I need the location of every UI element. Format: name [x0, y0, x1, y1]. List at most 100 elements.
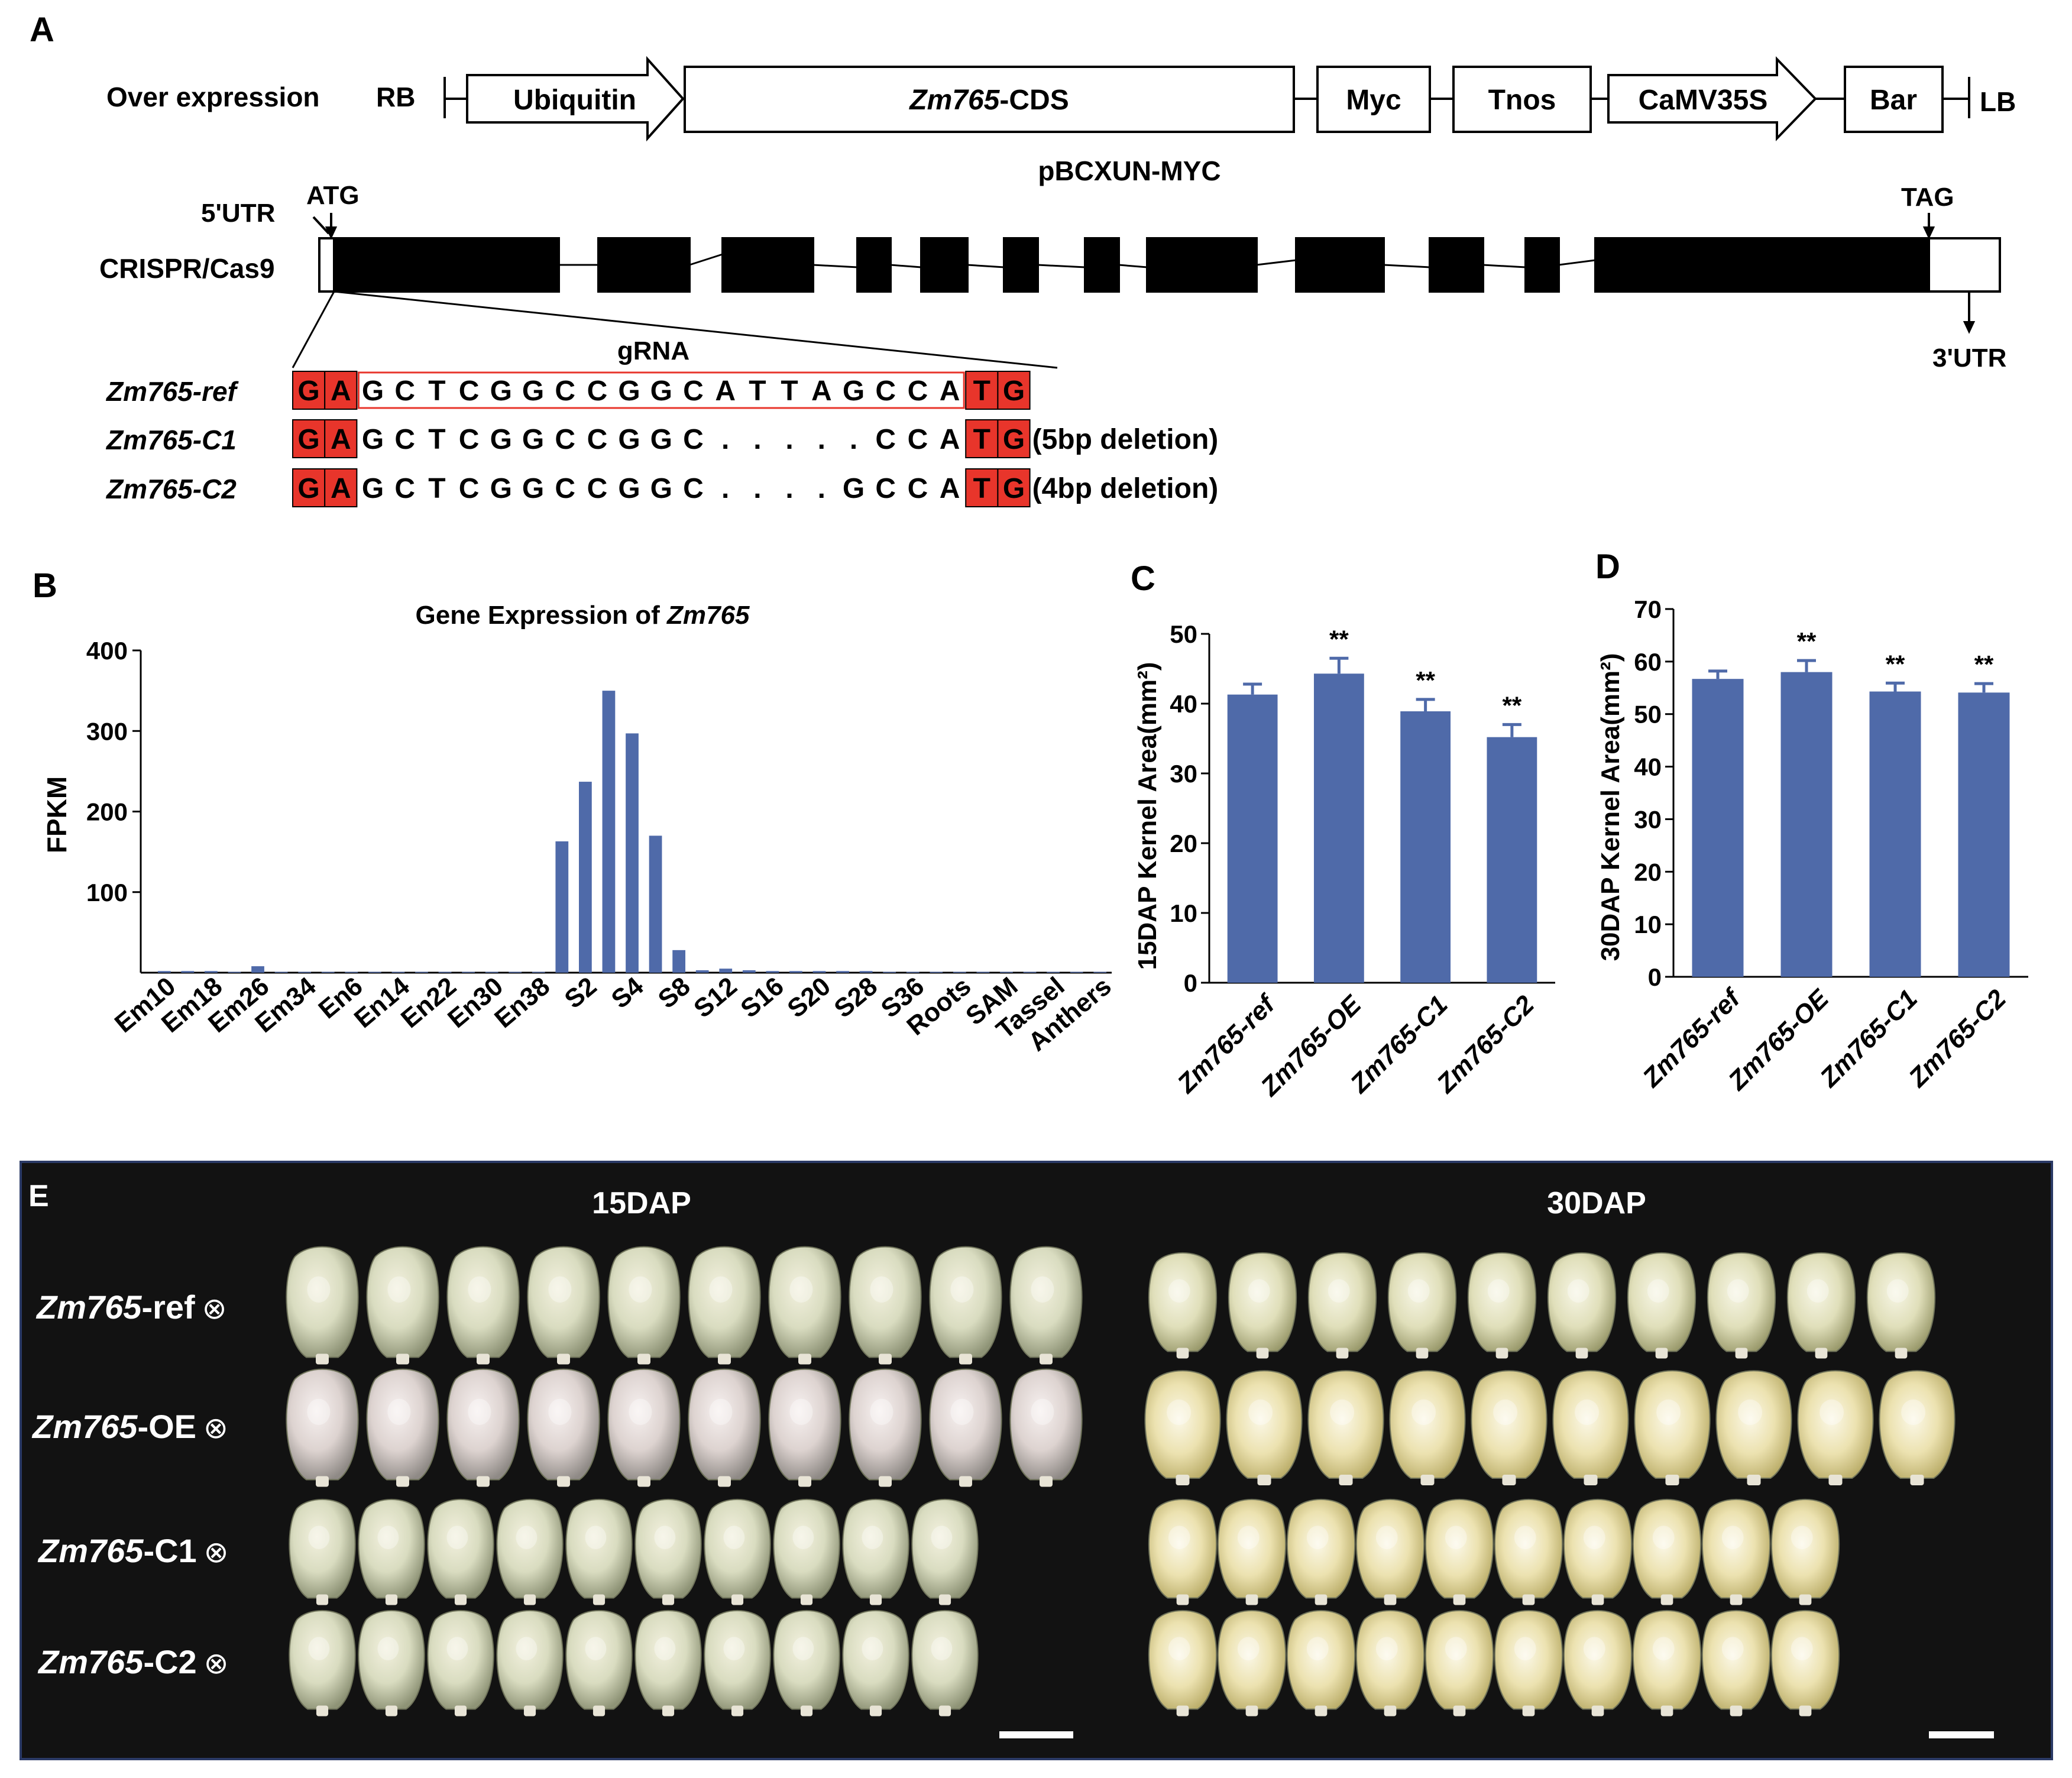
seq-base: A	[940, 473, 960, 504]
kernel-15dap	[446, 1246, 520, 1365]
kernel-15dap	[289, 1498, 356, 1605]
chart-d-bar-1	[1692, 679, 1744, 977]
chart-b: 100200300400Em10Em18Em26Em34En6En14En22E…	[86, 637, 1117, 1057]
seq-base: G	[297, 424, 319, 455]
utr3-box	[1928, 237, 2001, 293]
seq-base: G	[843, 473, 865, 504]
chart-d-ytick-label: 10	[1634, 911, 1662, 938]
bar-box	[1844, 66, 1944, 133]
seq-base: C	[394, 375, 415, 407]
chart-b-bar-Ear	[1023, 971, 1037, 973]
chart-b-bar-Pri	[930, 971, 943, 973]
camv35s-promoter-arrow	[1607, 56, 1817, 141]
seq-base: C	[875, 473, 896, 504]
crispr-label: CRISPR/Cas9	[99, 253, 275, 284]
kernel-15dap	[1009, 1246, 1083, 1365]
kernel-30dap	[1217, 1498, 1287, 1605]
seq-highlight	[292, 371, 326, 410]
exon-11	[1524, 237, 1560, 293]
seq-base: T	[781, 375, 798, 407]
atg-label: ATG	[306, 181, 360, 210]
seq-base: C	[875, 424, 896, 455]
kernel-30dap	[1879, 1370, 1956, 1485]
kernel-30dap	[1770, 1609, 1840, 1717]
seq-base: G	[843, 375, 865, 407]
chart-b-ytick-label: 400	[86, 637, 128, 665]
seq-highlight	[292, 468, 326, 507]
exon-12	[1594, 237, 1930, 293]
kernel-30dap	[1563, 1609, 1633, 1717]
seq-base: C	[683, 375, 704, 407]
seq-base: .	[818, 473, 825, 504]
kernel-15dap	[286, 1246, 359, 1365]
rb-label: RB	[376, 82, 415, 112]
panel-a-letter: A	[30, 11, 54, 49]
chart-c-significance-2: **	[1329, 625, 1349, 653]
seq-base: G	[490, 424, 512, 455]
chart-b-bar-Em22	[228, 971, 241, 973]
myc-label: Myc	[1346, 85, 1401, 116]
seq-base: G	[490, 375, 512, 407]
kernel-30dap	[1424, 1498, 1494, 1605]
kernel-30dap	[1701, 1609, 1771, 1717]
seq-base: G	[522, 375, 544, 407]
kernel-30dap	[1144, 1370, 1221, 1485]
seq-base: .	[785, 424, 793, 455]
chart-c-bar-4	[1487, 737, 1537, 983]
gene-structure	[312, 213, 2001, 334]
chart-b-bar-En6	[345, 971, 358, 973]
seq-highlight	[292, 419, 326, 458]
cds-box	[684, 66, 1295, 133]
seq-base: C	[459, 473, 480, 504]
panel-b-letter: B	[33, 566, 57, 605]
chart-b-bar-Em18	[205, 971, 218, 973]
kernel-15dap	[446, 1368, 520, 1487]
ubiquitin-label: Ubiquitin	[513, 85, 636, 116]
kernel-15dap	[286, 1368, 359, 1487]
zoom-line-right	[334, 290, 1058, 369]
vector-name: pBCXUN-MYC	[1038, 156, 1220, 186]
chart-b-bar-S32	[883, 971, 896, 973]
kernel-15dap	[768, 1368, 841, 1487]
seq-base: .	[721, 424, 729, 455]
seq-base: .	[753, 424, 761, 455]
kernel-30dap	[1786, 1252, 1856, 1359]
chart-c-significance-3: **	[1416, 666, 1435, 694]
seq-base: C	[555, 375, 575, 407]
seq-base: C	[459, 375, 480, 407]
panel-a: A Over expression RB Ubiquitin Zm765-CDS…	[30, 11, 2016, 507]
seq-base: C	[587, 375, 608, 407]
kernel-30dap	[1148, 1252, 1218, 1359]
seq-base: G	[522, 473, 544, 504]
kernel-15dap	[358, 1498, 425, 1605]
kernel-15dap	[688, 1368, 761, 1487]
kernel-15dap	[773, 1609, 840, 1717]
chart-b-xtick-label: S28	[829, 971, 883, 1024]
chart-b-bar-S24	[836, 971, 849, 973]
chart-b-ylabel: FPKM	[41, 776, 72, 853]
kernel-15dap	[773, 1498, 840, 1605]
seq-name-2: Zm765-C1	[105, 425, 237, 455]
intron-6	[1037, 264, 1086, 268]
chart-b-bar-Em26	[251, 966, 264, 973]
kernel-15dap	[929, 1246, 1002, 1365]
chart-b-bar-Em30	[274, 971, 288, 973]
kernel-30dap	[1355, 1498, 1425, 1605]
exon-8	[1146, 237, 1258, 293]
kernel-30dap	[1424, 1609, 1494, 1717]
seq-base: T	[428, 375, 445, 407]
chart-b-bar-S6	[649, 835, 662, 973]
grna-label: gRNA	[617, 336, 689, 365]
lb-label: LB	[1980, 86, 2016, 117]
chart-b-ytick-label: 300	[86, 717, 128, 745]
intron-4	[890, 264, 922, 268]
exon-10	[1429, 237, 1484, 293]
chart-b-title: Gene Expression of Zm765	[416, 601, 750, 630]
kernel-30dap	[1355, 1609, 1425, 1717]
chart-b-bar-Em34	[298, 971, 312, 973]
chart-b-bar-En30	[485, 971, 498, 973]
kernel-15dap	[704, 1609, 771, 1717]
kernel-30dap	[1632, 1609, 1702, 1717]
tag-label: TAG	[1901, 183, 1954, 212]
